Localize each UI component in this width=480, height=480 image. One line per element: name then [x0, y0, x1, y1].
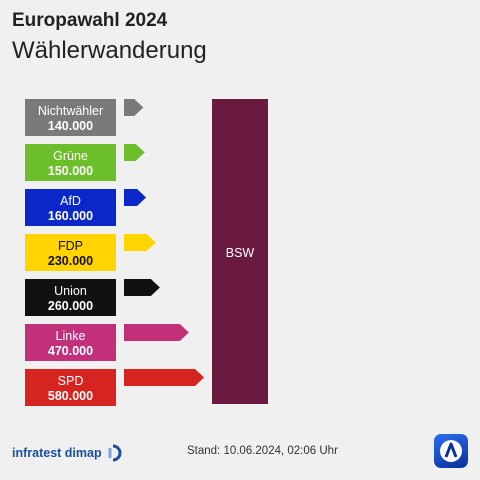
ard-one-icon: [440, 440, 462, 462]
flow-arrow-fdp: [124, 234, 156, 251]
source-label-fdp: FDP: [58, 239, 83, 253]
flow-arrow-spd: [124, 369, 204, 386]
source-label-union: Union: [54, 284, 87, 298]
source-label-nichtw-hler: Nichtwähler: [38, 104, 103, 118]
infratest-logo-icon: [108, 444, 122, 462]
flow-arrow-afd: [124, 189, 147, 206]
source-label-gr-ne: Grüne: [53, 149, 88, 163]
source-value-union: 260.000: [48, 299, 93, 313]
flow-arrow-gr-ne: [124, 144, 145, 161]
source-box-union: [25, 279, 116, 316]
source-box-fdp: [25, 234, 116, 271]
source-box-spd: [25, 369, 116, 406]
source-box-afd: [25, 189, 116, 226]
source-box-linke: [25, 324, 116, 361]
brand-name: infratest dimap: [12, 446, 102, 460]
source-label-afd: AfD: [60, 194, 81, 208]
chart-title: Europawahl 2024: [12, 10, 168, 31]
source-box-nichtw-hler: [25, 99, 116, 136]
source-label-linke: Linke: [56, 329, 86, 343]
infratest-dimap-logo: infratest dimap: [12, 444, 125, 462]
source-value-spd: 580.000: [48, 389, 93, 403]
source-value-nichtw-hler: 140.000: [48, 119, 93, 133]
chart-subtitle: Wählerwanderung: [12, 37, 207, 64]
source-value-gr-ne: 150.000: [48, 164, 93, 178]
flow-arrow-union: [124, 279, 160, 296]
source-value-afd: 160.000: [48, 209, 93, 223]
source-label-spd: SPD: [58, 374, 84, 388]
target-bar-bsw: [212, 99, 268, 404]
source-value-fdp: 230.000: [48, 254, 93, 268]
flow-arrow-nichtw-hler: [124, 99, 144, 116]
source-value-linke: 470.000: [48, 344, 93, 358]
target-label: BSW: [226, 246, 255, 260]
source-box-gr-ne: [25, 144, 116, 181]
tagesschau-logo: [434, 434, 468, 468]
flow-arrow-linke: [124, 324, 189, 341]
timestamp: Stand: 10.06.2024, 02:06 Uhr: [187, 445, 338, 457]
